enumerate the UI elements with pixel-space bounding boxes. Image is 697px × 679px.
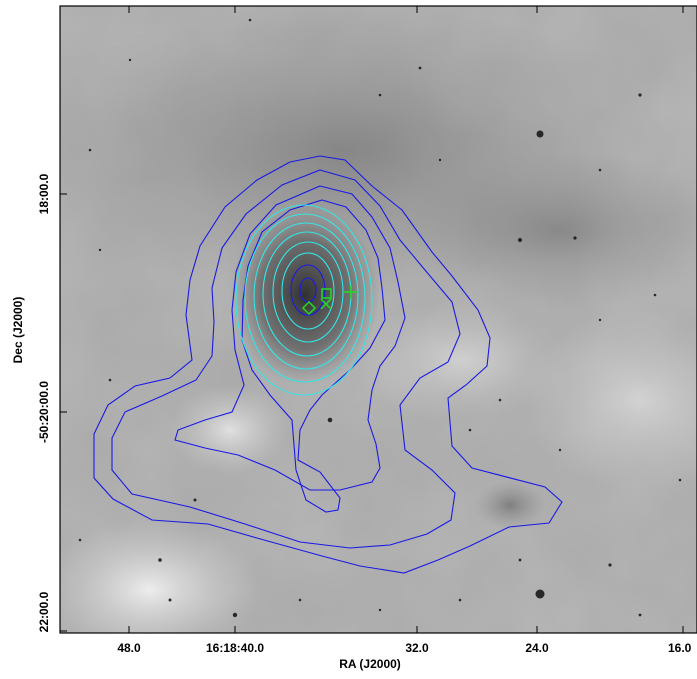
star: [458, 598, 462, 602]
star: [653, 293, 657, 297]
star: [573, 236, 577, 240]
star: [535, 589, 545, 599]
star: [598, 318, 602, 322]
star: [518, 558, 522, 562]
outer-contour-3: [174, 185, 406, 491]
star: [498, 398, 502, 402]
tick-marks: [60, 6, 684, 633]
star: [193, 498, 197, 502]
x-tick-32: 32.0: [405, 641, 429, 655]
inner-contour-1: [235, 204, 373, 396]
star: [678, 478, 682, 482]
star: [598, 168, 602, 172]
star: [98, 248, 102, 252]
star: [438, 158, 442, 162]
star: [298, 598, 302, 602]
outer-contour-2: [111, 169, 461, 549]
inner-contour-3: [253, 222, 359, 370]
plot-frame: [59, 5, 697, 634]
star: [378, 93, 382, 97]
star: [108, 378, 112, 382]
background-image: [60, 6, 697, 633]
star: [518, 238, 522, 242]
star: [638, 93, 642, 97]
y-tick-18-00: 18:00.0: [37, 173, 51, 214]
star: [378, 608, 382, 612]
star: [468, 428, 472, 432]
x-tick-48: 48.0: [117, 641, 141, 655]
inner-contour-5: [272, 241, 344, 343]
source-markers: [301, 285, 358, 316]
star: [158, 558, 162, 562]
x-tick-16-18-40: 16:18:40.0: [206, 641, 264, 655]
inner-contour-7: [290, 264, 326, 316]
outer-contour-1: [93, 155, 563, 574]
star: [248, 18, 252, 22]
star: [638, 613, 642, 617]
star: [536, 130, 544, 138]
inner-contour-2: [244, 213, 366, 383]
star: [327, 417, 333, 423]
outer-contour-4: [241, 199, 386, 513]
x-tick-16: 16.0: [668, 641, 692, 655]
square-marker: [321, 288, 332, 299]
star: [168, 598, 172, 602]
x-marker: [320, 298, 332, 310]
star: [558, 448, 562, 452]
star: [128, 58, 132, 62]
x-axis-title: RA (J2000): [339, 657, 401, 671]
diamond-marker: [301, 300, 317, 316]
star: [232, 612, 238, 618]
y-tick-22-00: 22:00.0: [37, 591, 51, 632]
inner-contour-6: [281, 252, 335, 330]
y-axis-title: Dec (J2000): [11, 297, 25, 364]
x-tick-24: 24.0: [525, 641, 549, 655]
star: [78, 538, 82, 542]
y-tick-50-20-00: -50:20:00.0: [37, 381, 51, 443]
plus-marker: [344, 285, 358, 299]
star: [608, 563, 612, 567]
star-field: [78, 18, 682, 618]
star: [88, 148, 92, 152]
star: [418, 66, 422, 70]
